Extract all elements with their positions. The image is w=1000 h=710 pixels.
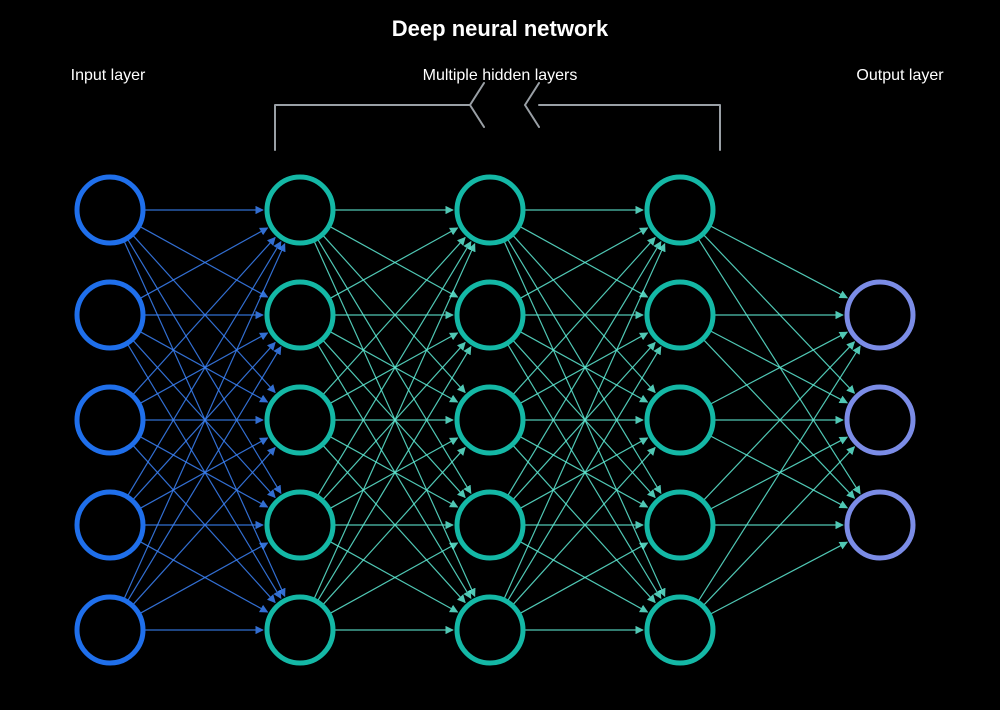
diagram-title: Deep neural network (392, 16, 609, 41)
hidden-layers-label: Multiple hidden layers (423, 67, 578, 84)
input-layer-label: Input layer (71, 67, 146, 84)
background (0, 0, 1000, 710)
neural-network-diagram: Deep neural network Input layer Multiple h… (0, 0, 1000, 710)
output-layer-label: Output layer (856, 67, 944, 84)
